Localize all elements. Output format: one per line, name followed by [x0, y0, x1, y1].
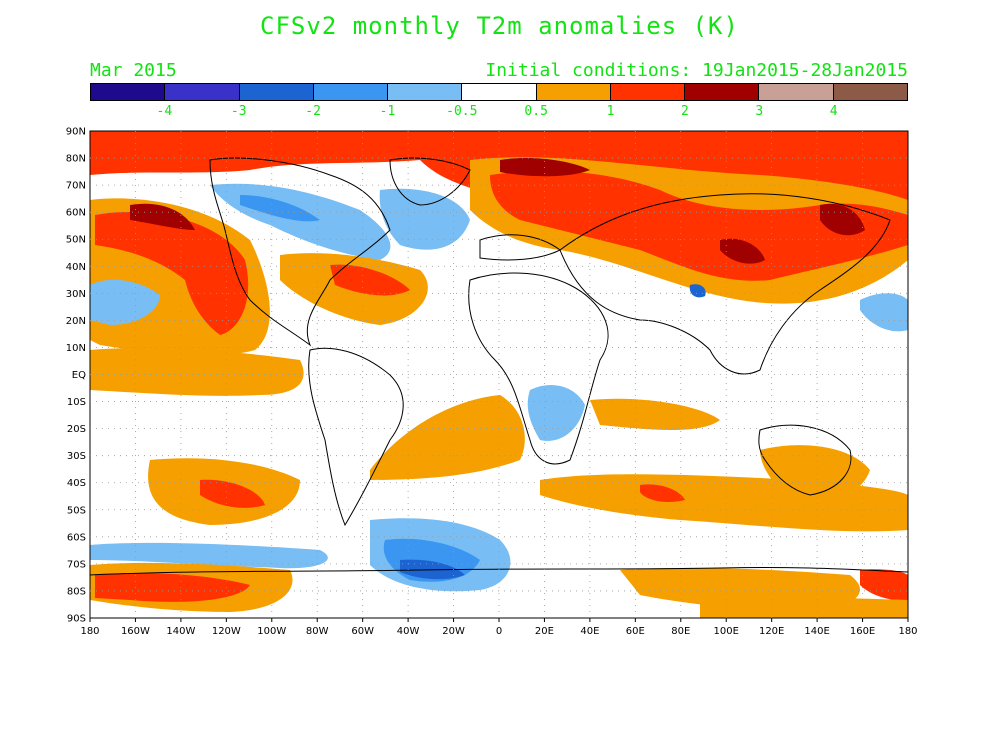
colorbar-label: -2 [305, 104, 321, 119]
forecast-month: Mar 2015 [90, 60, 177, 81]
longitude-label: 160E [850, 626, 875, 637]
colorbar-swatch [685, 84, 760, 100]
colorbar-label: -1 [379, 104, 396, 119]
coastlines [90, 157, 908, 576]
colorbar-label: -4 [156, 104, 173, 119]
latitude-label: 30S [67, 451, 86, 462]
colorbar-label: -3 [230, 104, 247, 119]
latitude-label: 10N [66, 343, 86, 354]
latitude-label: 50S [67, 505, 86, 516]
longitude-label: 120W [212, 626, 241, 637]
longitude-label: 20E [535, 626, 554, 637]
colorbar-swatch [165, 84, 240, 100]
longitude-labels: 180 160W 140W 120W 100W 80W 60W 40W 20W 0 20E 40E 60… [80, 618, 918, 637]
latitude-label: 60N [66, 208, 86, 219]
latitude-label: 10S [67, 397, 86, 408]
latitude-labels: 90N 80N 70N 60N 50N 40N 30N 20N 10N EQ 10S 20S 30S 40… [66, 127, 86, 625]
latitude-label: 70N [66, 181, 86, 192]
gridlines [90, 131, 908, 618]
longitude-label: 140W [166, 626, 195, 637]
colorbar-label: 2 [680, 104, 689, 119]
chart-title: CFSv2 monthly T2m anomalies (K) [260, 12, 739, 40]
colorbar-label: 4 [829, 104, 838, 119]
longitude-label: 80E [671, 626, 690, 637]
colorbar-labels: -4 -3 -2 -1 -0.5 0.5 1 2 3 4 [90, 104, 908, 120]
colorbar-swatch [610, 84, 686, 100]
longitude-label: 60W [351, 626, 374, 637]
longitude-label: 60E [626, 626, 645, 637]
colorbar-label: -0.5 [446, 104, 478, 119]
colorbar [90, 83, 908, 101]
longitude-label: 120E [759, 626, 784, 637]
colorbar-swatch [313, 84, 389, 100]
latitude-label: 80S [67, 586, 86, 597]
colorbar-label: 0.5 [524, 104, 548, 119]
colorbar-swatch [91, 84, 166, 100]
longitude-label: 140E [804, 626, 829, 637]
longitude-label: 20W [442, 626, 465, 637]
longitude-label: 160W [121, 626, 150, 637]
latitude-label: 80N [66, 154, 86, 165]
colorbar-swatch [833, 84, 907, 100]
colorbar-swatch [759, 84, 834, 100]
longitude-label: 40W [397, 626, 420, 637]
colorbar-swatch [239, 84, 314, 100]
latitude-label: 70S [67, 559, 86, 570]
longitude-label: 100E [714, 626, 739, 637]
latitude-label: 60S [67, 532, 86, 543]
latitude-label: 90N [66, 127, 86, 138]
longitude-label: 0 [496, 626, 502, 637]
colorbar-swatch [462, 84, 537, 100]
latitude-label: 40S [67, 478, 86, 489]
longitude-label: 40E [580, 626, 599, 637]
latitude-label: EQ [72, 370, 86, 381]
colorbar-swatch [388, 84, 463, 100]
latitude-label: 20N [66, 316, 86, 327]
latitude-label: 30N [66, 289, 86, 300]
colorbar-swatch [536, 84, 611, 100]
longitude-label: 100W [257, 626, 286, 637]
initial-conditions: Initial conditions: 19Jan2015-28Jan2015 [485, 60, 908, 81]
latitude-label: 90S [67, 614, 86, 625]
latitude-label: 40N [66, 262, 86, 273]
latitude-label: 20S [67, 424, 86, 435]
longitude-label: 180 [80, 626, 99, 637]
longitude-label: 80W [306, 626, 329, 637]
latitude-label: 50N [66, 235, 86, 246]
colorbar-label: 3 [755, 104, 764, 119]
longitude-label: 180 [898, 626, 917, 637]
colorbar-label: 1 [606, 104, 615, 119]
